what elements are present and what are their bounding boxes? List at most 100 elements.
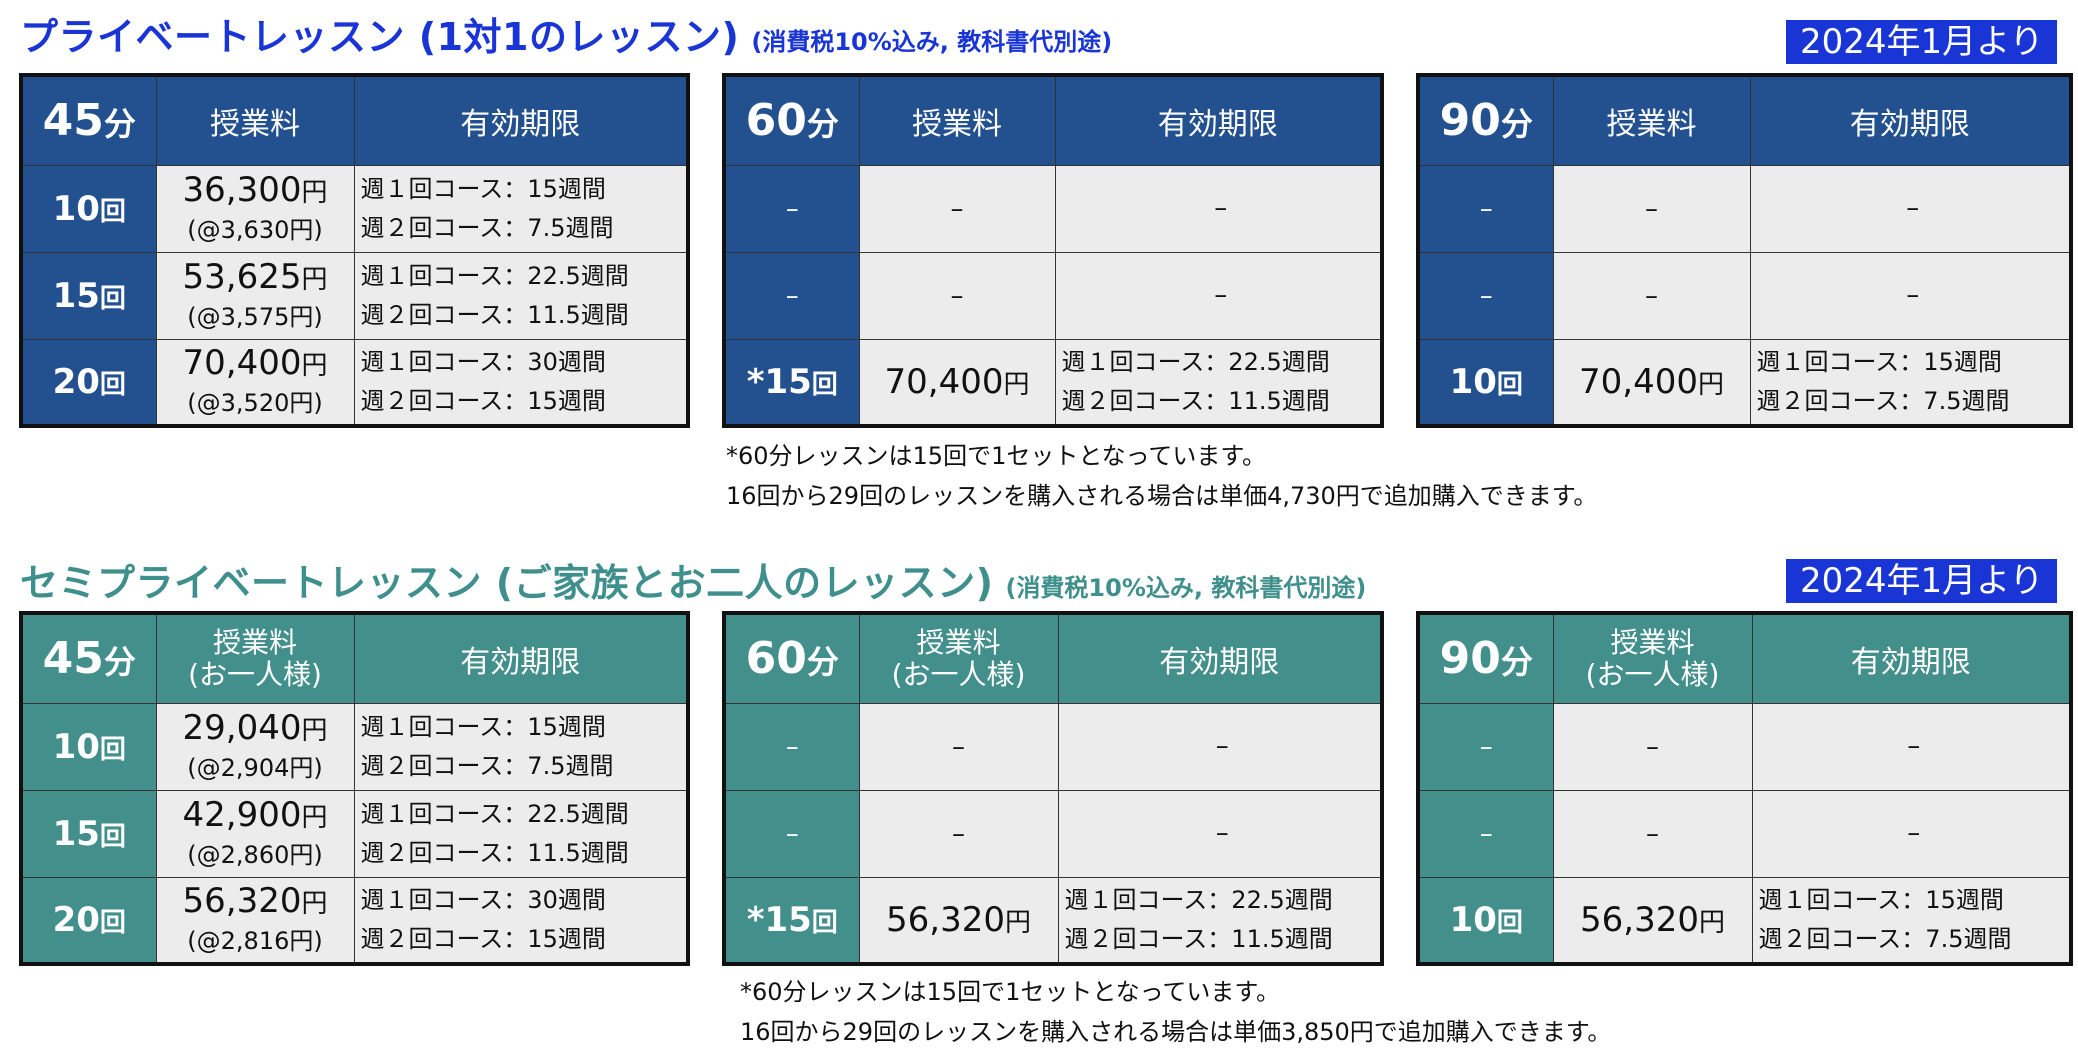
validity-cell: – [1054, 251, 1383, 340]
fee-cell: 42,900円 (@2,860円) [155, 789, 355, 878]
table-row: 10回 36,300円 (@3,630円) 週１回コース：15週間 週２回コース：7… [20, 164, 689, 253]
validity-cell: 週１回コース：22.5週間 週２回コース：11.5週間 [1054, 338, 1383, 427]
table-row: – – – [723, 164, 1383, 253]
validity-cell: 週１回コース：15週間 週２回コース：7.5週間 [353, 702, 689, 791]
lesson-count: – [1417, 251, 1554, 340]
fee-header: 授業料 (お一人様) [858, 612, 1059, 704]
section-title-text: セミプライベートレッスン (ご家族とお二人のレッスン) [20, 561, 994, 605]
fee-cell: 70,400円 [858, 338, 1056, 427]
fee-cell: 29,040円 (@2,904円) [155, 702, 355, 791]
fee-cell: 56,320円 [858, 876, 1059, 965]
footnote-line-1: *60分レッスンは15回で1セットとなっています。 [726, 442, 1267, 470]
table-row: – – – [1417, 251, 2072, 340]
fee-cell: 70,400円 (@3,520円) [155, 338, 355, 427]
fee-header: 授業料 (お一人様) [155, 612, 355, 704]
lesson-count: *15回 [723, 338, 860, 427]
footnote: *60分レッスンは15回で1セットとなっています。 16回から29回のレッスンを… [740, 972, 1611, 1052]
table-row: 10回 56,320円 週１回コース：15週間 週２回コース：7.5週間 [1417, 876, 2072, 965]
validity-cell: 週１回コース：30週間 週２回コース：15週間 [353, 876, 689, 965]
fee-cell: – [1552, 251, 1751, 340]
fee-header: 授業料 [155, 74, 355, 166]
validity-cell: – [1057, 702, 1383, 791]
table-row: 15回 42,900円 (@2,860円) 週１回コース：22.5週間 週２回コース… [20, 789, 689, 878]
duration-header: 45分 [20, 612, 157, 704]
validity-cell: – [1054, 164, 1383, 253]
table-row: – – – [1417, 164, 2072, 253]
section-title: プライベートレッスン (1対1のレッスン) (消費税10%込み, 教科書代別途) [20, 6, 1112, 61]
tax-note: (消費税10%込み, 教科書代別途) [1005, 574, 1367, 602]
section-title: セミプライベートレッスン (ご家族とお二人のレッスン) (消費税10%込み, 教科… [20, 552, 1366, 607]
duration-header: 45分 [20, 74, 157, 166]
validity-cell: 週１回コース：22.5週間 週２回コース：11.5週間 [1057, 876, 1383, 965]
table-row: *15回 56,320円 週１回コース：22.5週間 週２回コース：11.5週間 [723, 876, 1383, 965]
date-badge: 2024年1月より [1786, 559, 2058, 603]
price-table-60min: 60分 授業料 (お一人様) 有効期限 – – – – – – *15回 56,3… [722, 611, 1384, 966]
lesson-count: – [723, 702, 860, 791]
validity-header: 有効期限 [1749, 74, 2072, 166]
table-row: 10回 70,400円 週１回コース：15週間 週２回コース：7.5週間 [1417, 338, 2072, 427]
lesson-count: – [1417, 164, 1554, 253]
table-row: 15回 53,625円 (@3,575円) 週１回コース：22.5週間 週２回コース… [20, 251, 689, 340]
footnote: *60分レッスンは15回で1セットとなっています。 16回から29回のレッスンを… [726, 436, 1597, 516]
validity-cell: – [1749, 251, 2072, 340]
validity-cell: – [1749, 164, 2072, 253]
validity-header: 有効期限 [1057, 612, 1383, 704]
validity-cell: – [1751, 702, 2072, 791]
footnote-line-1: *60分レッスンは15回で1セットとなっています。 [740, 978, 1281, 1006]
fee-cell: – [858, 251, 1056, 340]
price-table-90min: 90分 授業料 有効期限 – – – – – – 10回 70,400円 週１回… [1416, 73, 2073, 428]
table-row: – – – [723, 702, 1383, 791]
duration-header: 90分 [1417, 612, 1554, 704]
fee-cell: – [1552, 789, 1753, 878]
duration-header: 90分 [1417, 74, 1554, 166]
validity-header: 有効期限 [353, 74, 689, 166]
lesson-count: 10回 [20, 164, 157, 253]
table-row: – – – [1417, 789, 2072, 878]
lesson-count: 20回 [20, 876, 157, 965]
fee-cell: 53,625円 (@3,575円) [155, 251, 355, 340]
fee-cell: – [858, 164, 1056, 253]
validity-cell: – [1751, 789, 2072, 878]
validity-cell: 週１回コース：22.5週間 週２回コース：11.5週間 [353, 789, 689, 878]
duration-header: 60分 [723, 74, 860, 166]
lesson-count: 15回 [20, 789, 157, 878]
validity-cell: 週１回コース：22.5週間 週２回コース：11.5週間 [353, 251, 689, 340]
lesson-count: – [1417, 702, 1554, 791]
validity-cell: 週１回コース：15週間 週２回コース：7.5週間 [1749, 338, 2072, 427]
fee-cell: 36,300円 (@3,630円) [155, 164, 355, 253]
validity-cell: 週１回コース：30週間 週２回コース：15週間 [353, 338, 689, 427]
table-row: – – – [723, 789, 1383, 878]
table-row: 20回 70,400円 (@3,520円) 週１回コース：30週間 週２回コース：1… [20, 338, 689, 427]
fee-cell: 56,320円 [1552, 876, 1753, 965]
lesson-count: – [1417, 789, 1554, 878]
lesson-count: *15回 [723, 876, 860, 965]
fee-header: 授業料 (お一人様) [1552, 612, 1753, 704]
lesson-count: – [723, 164, 860, 253]
validity-header: 有効期限 [1751, 612, 2072, 704]
validity-header: 有効期限 [1054, 74, 1383, 166]
lesson-count: 10回 [20, 702, 157, 791]
lesson-count: 10回 [1417, 338, 1554, 427]
validity-cell: 週１回コース：15週間 週２回コース：7.5週間 [353, 164, 689, 253]
lesson-count: 15回 [20, 251, 157, 340]
table-row: 10回 29,040円 (@2,904円) 週１回コース：15週間 週２回コース：7… [20, 702, 689, 791]
price-table-60min: 60分 授業料 有効期限 – – – – – – *15回 70,400円 週１… [722, 73, 1384, 428]
fee-header: 授業料 [1552, 74, 1751, 166]
lesson-count: 10回 [1417, 876, 1554, 965]
validity-header: 有効期限 [353, 612, 689, 704]
fee-cell: 56,320円 (@2,816円) [155, 876, 355, 965]
price-table-90min: 90分 授業料 (お一人様) 有効期限 – – – – – – 10回 56,32… [1416, 611, 2073, 966]
duration-header: 60分 [723, 612, 860, 704]
fee-cell: – [1552, 164, 1751, 253]
fee-cell: – [1552, 702, 1753, 791]
fee-cell: – [858, 789, 1059, 878]
date-badge: 2024年1月より [1786, 20, 2058, 64]
price-table-45min: 45分 授業料 (お一人様) 有効期限 10回 29,040円 (@2,904円) … [19, 611, 690, 966]
fee-header: 授業料 [858, 74, 1056, 166]
table-row: *15回 70,400円 週１回コース：22.5週間 週２回コース：11.5週間 [723, 338, 1383, 427]
footnote-line-2: 16回から29回のレッスンを購入される場合は単価3,850円で追加購入できます。 [740, 1018, 1612, 1046]
table-row: 20回 56,320円 (@2,816円) 週１回コース：30週間 週２回コース：1… [20, 876, 689, 965]
fee-cell: 70,400円 [1552, 338, 1751, 427]
price-table-45min: 45分 授業料 有効期限 10回 36,300円 (@3,630円) 週１回コース… [19, 73, 690, 428]
tax-note: (消費税10%込み, 教科書代別途) [751, 28, 1113, 56]
